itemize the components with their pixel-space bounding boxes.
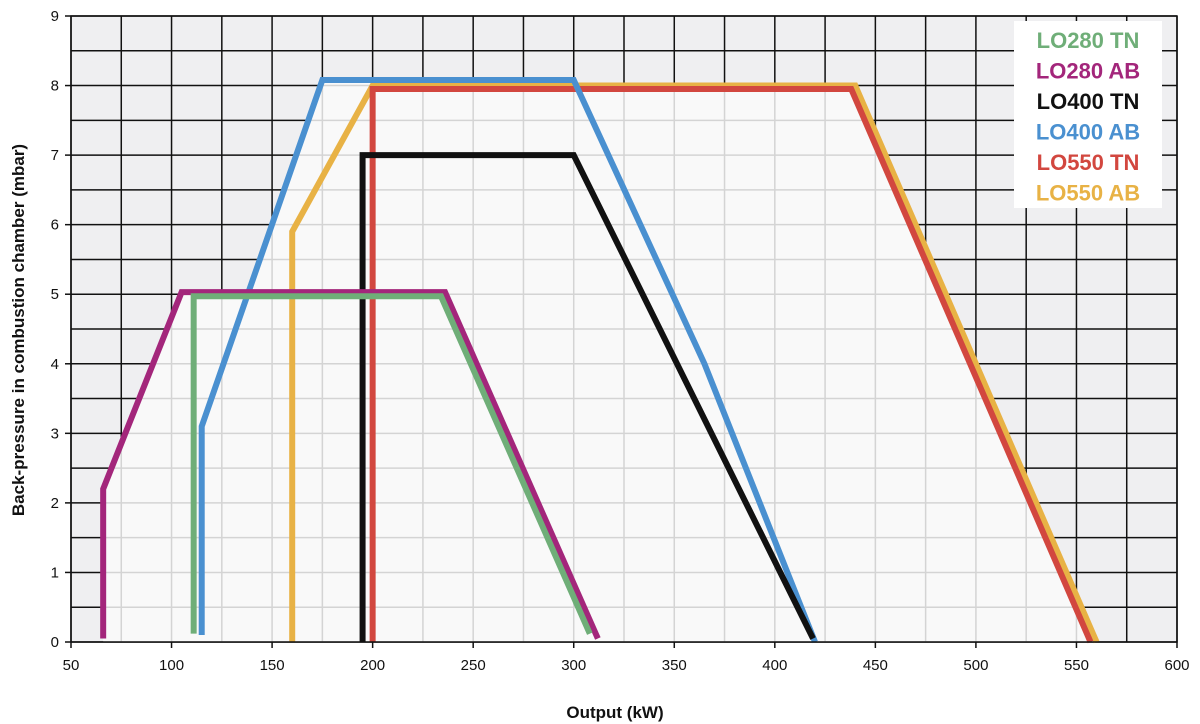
y-tick-label: 4 xyxy=(51,356,59,373)
legend-entry-lo400-tn: LO400 TN xyxy=(1037,89,1140,114)
x-tick-label: 250 xyxy=(461,657,486,674)
x-tick-label: 100 xyxy=(159,657,184,674)
y-tick-label: 8 xyxy=(51,78,59,95)
x-tick-label: 450 xyxy=(863,657,888,674)
x-axis-title: Output (kW) xyxy=(566,703,663,722)
y-tick-label: 2 xyxy=(51,495,59,512)
series-line-lo550-tn xyxy=(369,86,1094,644)
y-tick-label: 0 xyxy=(51,634,59,651)
y-tick-label: 3 xyxy=(51,425,59,442)
x-tick-label: 400 xyxy=(762,657,787,674)
y-tick-label: 1 xyxy=(51,564,59,581)
series-line-lo280-ab xyxy=(100,289,601,640)
y-tick-label: 9 xyxy=(51,8,59,25)
series-line-lo280-tn xyxy=(190,293,593,635)
legend-background xyxy=(1014,21,1162,208)
x-tick-label: 50 xyxy=(63,657,80,674)
series-line-lo550-ab xyxy=(289,82,1100,644)
legend-entry-lo550-tn: LO550 TN xyxy=(1037,150,1140,175)
x-tick-label: 350 xyxy=(662,657,687,674)
legend-entry-lo280-ab: LO280 AB xyxy=(1036,59,1140,84)
x-tick-label: 600 xyxy=(1164,657,1189,674)
y-tick-label: 6 xyxy=(51,217,59,234)
x-tick-label: 550 xyxy=(1064,657,1089,674)
legend-entry-lo550-ab: LO550 AB xyxy=(1036,181,1140,206)
y-tick-label: 7 xyxy=(51,147,59,164)
x-tick-label: 300 xyxy=(561,657,586,674)
series-line-lo400-tn xyxy=(359,152,816,642)
x-tick-label: 150 xyxy=(260,657,285,674)
plot-frame xyxy=(70,15,1178,643)
x-tick-label: 500 xyxy=(963,657,988,674)
x-tick-label: 200 xyxy=(360,657,385,674)
legend-entry-lo280-tn: LO280 TN xyxy=(1037,28,1140,53)
legend-entry-lo400-ab: LO400 AB xyxy=(1036,120,1140,145)
series-line-lo400-ab xyxy=(198,76,818,644)
y-tick-label: 5 xyxy=(51,286,59,303)
y-axis-title: Back-pressure in combustion chamber (mba… xyxy=(9,144,28,516)
